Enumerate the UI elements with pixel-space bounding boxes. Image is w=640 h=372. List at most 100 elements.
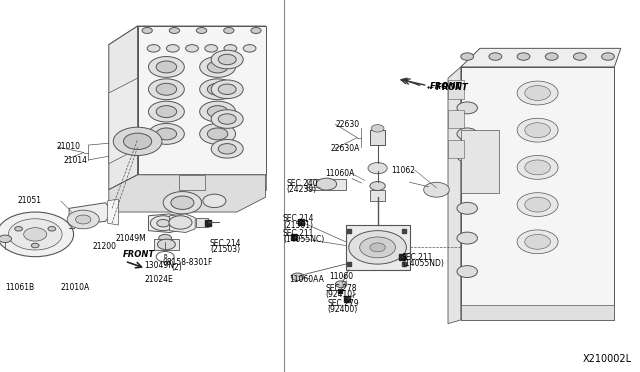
- Circle shape: [525, 234, 550, 249]
- Circle shape: [24, 228, 47, 241]
- Circle shape: [370, 243, 385, 252]
- Circle shape: [156, 128, 177, 140]
- Polygon shape: [448, 67, 461, 324]
- Text: 13049N: 13049N: [145, 262, 175, 270]
- Circle shape: [243, 45, 256, 52]
- Circle shape: [8, 219, 62, 250]
- Circle shape: [218, 144, 236, 154]
- Circle shape: [156, 106, 177, 118]
- Polygon shape: [108, 199, 118, 225]
- Polygon shape: [461, 48, 621, 67]
- Polygon shape: [461, 130, 499, 193]
- Circle shape: [169, 216, 192, 229]
- Circle shape: [148, 101, 184, 122]
- Text: 08158-8301F: 08158-8301F: [163, 258, 213, 267]
- Circle shape: [368, 163, 387, 174]
- Text: X210002L: X210002L: [583, 354, 632, 364]
- Text: SEC.211: SEC.211: [402, 253, 433, 262]
- Circle shape: [457, 202, 477, 214]
- Circle shape: [148, 79, 184, 100]
- Circle shape: [156, 61, 177, 73]
- Polygon shape: [138, 26, 266, 175]
- Text: 21010: 21010: [56, 142, 81, 151]
- Polygon shape: [109, 26, 138, 190]
- Polygon shape: [346, 225, 410, 270]
- Circle shape: [211, 80, 243, 99]
- Circle shape: [224, 45, 237, 52]
- Polygon shape: [148, 214, 186, 232]
- Circle shape: [166, 45, 179, 52]
- Polygon shape: [69, 203, 112, 225]
- Polygon shape: [109, 26, 266, 45]
- Text: 11060AA: 11060AA: [289, 275, 324, 283]
- Text: 21010A: 21010A: [60, 283, 90, 292]
- Circle shape: [349, 231, 406, 264]
- Circle shape: [573, 53, 586, 60]
- Circle shape: [200, 101, 236, 122]
- Circle shape: [156, 83, 177, 95]
- Text: SEC.214: SEC.214: [210, 239, 241, 248]
- Circle shape: [48, 227, 56, 231]
- Circle shape: [457, 266, 477, 278]
- Text: 21049M: 21049M: [115, 234, 146, 243]
- Circle shape: [251, 28, 261, 33]
- Circle shape: [457, 232, 477, 244]
- Circle shape: [124, 133, 152, 150]
- Circle shape: [211, 140, 243, 158]
- Circle shape: [207, 106, 228, 118]
- Circle shape: [457, 102, 477, 114]
- Circle shape: [517, 53, 530, 60]
- Circle shape: [370, 182, 385, 190]
- Circle shape: [602, 53, 614, 60]
- Circle shape: [291, 273, 304, 280]
- Circle shape: [218, 84, 236, 94]
- Circle shape: [525, 160, 550, 175]
- Text: FRONT: FRONT: [123, 250, 155, 259]
- Text: SEC.279: SEC.279: [328, 299, 359, 308]
- Circle shape: [207, 61, 228, 73]
- Text: 11061B: 11061B: [5, 283, 35, 292]
- Text: (14055NC): (14055NC): [283, 235, 324, 244]
- Polygon shape: [154, 239, 179, 250]
- Polygon shape: [461, 67, 614, 320]
- Circle shape: [517, 230, 558, 254]
- Text: (21503): (21503): [210, 245, 240, 254]
- Circle shape: [457, 150, 477, 162]
- Circle shape: [525, 197, 550, 212]
- Text: 21024E: 21024E: [145, 275, 173, 283]
- Circle shape: [196, 28, 207, 33]
- Circle shape: [525, 86, 550, 100]
- Circle shape: [489, 53, 502, 60]
- Circle shape: [15, 227, 22, 231]
- Text: FRONT: FRONT: [430, 82, 462, 91]
- Polygon shape: [370, 190, 385, 201]
- Circle shape: [31, 243, 39, 248]
- Circle shape: [424, 182, 449, 197]
- Text: (21501): (21501): [283, 221, 313, 230]
- Polygon shape: [109, 175, 266, 212]
- Circle shape: [171, 196, 194, 209]
- Polygon shape: [138, 175, 266, 190]
- Polygon shape: [461, 305, 614, 320]
- Circle shape: [169, 28, 179, 33]
- Circle shape: [218, 114, 236, 124]
- Text: 21014: 21014: [64, 156, 88, 165]
- Circle shape: [371, 125, 384, 132]
- Circle shape: [200, 79, 236, 100]
- Polygon shape: [307, 179, 346, 190]
- Text: (2): (2): [172, 263, 182, 272]
- Polygon shape: [196, 218, 208, 227]
- Circle shape: [0, 235, 12, 243]
- Circle shape: [163, 192, 202, 214]
- Circle shape: [186, 45, 198, 52]
- Circle shape: [335, 281, 347, 288]
- Circle shape: [545, 53, 558, 60]
- Circle shape: [200, 57, 236, 77]
- Text: 11060A: 11060A: [325, 169, 355, 178]
- Circle shape: [205, 45, 218, 52]
- Circle shape: [211, 50, 243, 69]
- Circle shape: [207, 128, 228, 140]
- Text: $\leftarrow$FRONT: $\leftarrow$FRONT: [425, 81, 470, 92]
- Circle shape: [224, 28, 234, 33]
- Text: 22630: 22630: [335, 120, 360, 129]
